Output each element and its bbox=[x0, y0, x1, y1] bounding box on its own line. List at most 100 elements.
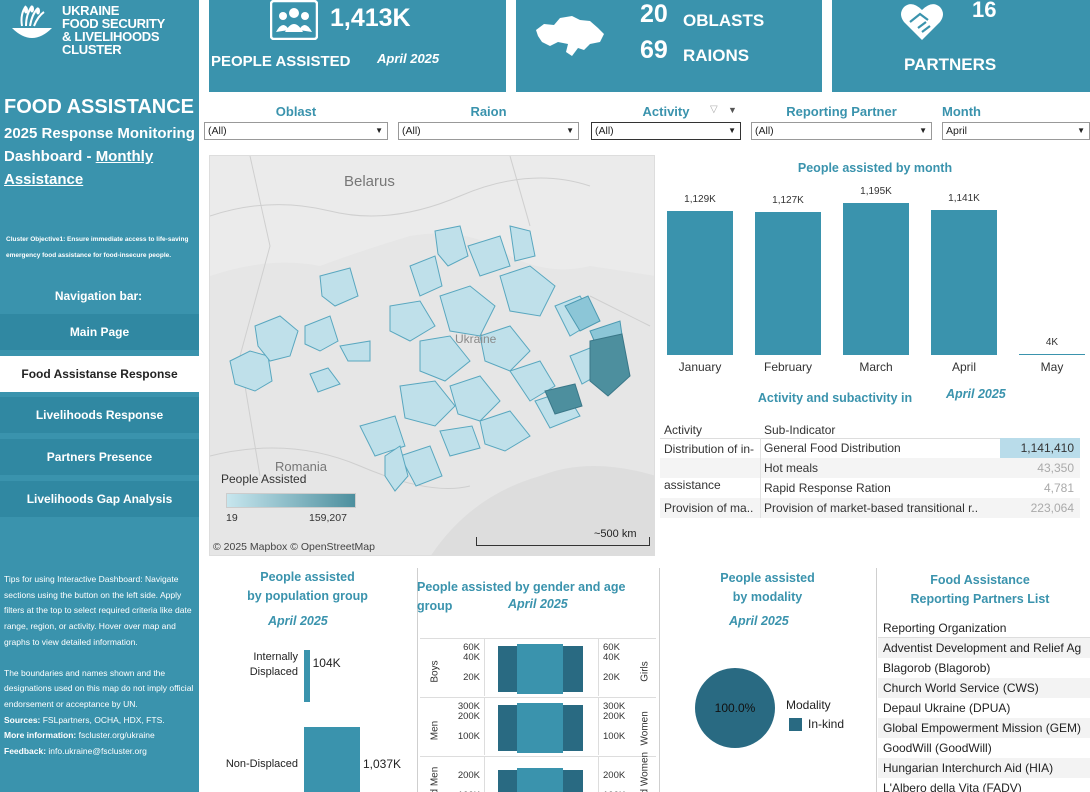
filter-month-select[interactable]: April ▼ bbox=[942, 122, 1090, 140]
population-bar[interactable] bbox=[304, 727, 360, 792]
activity-table-title: Activity and subactivity in bbox=[757, 391, 913, 405]
gender-bar-male[interactable] bbox=[498, 646, 518, 692]
month-bar[interactable] bbox=[1019, 354, 1085, 355]
filter-partner-select[interactable]: (All) ▼ bbox=[751, 122, 932, 140]
logo-line-1: UKRAINE bbox=[62, 3, 120, 18]
month-bar[interactable] bbox=[931, 209, 997, 355]
ukraine-map-icon bbox=[536, 16, 604, 56]
partner-list-item[interactable]: Church World Service (CWS) bbox=[878, 678, 1090, 698]
map-scale-bar bbox=[476, 537, 650, 546]
nav-livelihoods-response[interactable]: Livelihoods Response bbox=[0, 397, 199, 433]
population-bar-value: 1,037K bbox=[363, 757, 402, 771]
sources-label: Sources: bbox=[4, 714, 41, 725]
gender-axis-tick: 100K bbox=[603, 790, 625, 792]
modality-date: April 2025 bbox=[729, 614, 789, 628]
filter-funnel-icon[interactable]: ▽ bbox=[710, 104, 718, 115]
modality-title: People assisted by modality bbox=[690, 569, 845, 607]
more-info-link[interactable]: fscluster.org/ukraine bbox=[76, 730, 155, 741]
gender-bar-female[interactable] bbox=[563, 705, 583, 751]
nav-main-page[interactable]: Main Page bbox=[0, 314, 199, 350]
dropdown-arrow-icon: ▼ bbox=[566, 126, 574, 135]
modality-title-line1: People assisted bbox=[720, 571, 815, 585]
gender-row-divider bbox=[420, 756, 656, 757]
map-attribution: © 2025 Mapbox © OpenStreetMap bbox=[213, 541, 375, 553]
map-legend-gradient bbox=[226, 493, 356, 508]
gender-bar-male[interactable] bbox=[498, 705, 518, 751]
gender-bar-female[interactable] bbox=[563, 646, 583, 692]
gender-bar-center[interactable] bbox=[517, 644, 563, 694]
activity-table-date: April 2025 bbox=[946, 387, 1006, 401]
gender-axis-tick: 300K bbox=[603, 701, 626, 712]
gender-axis-tick: 20K bbox=[603, 672, 620, 683]
logo-line-3: & LIVELIHOODS CLUSTER bbox=[62, 29, 160, 57]
partner-list-item[interactable]: Adventist Development and Relief Ag bbox=[878, 638, 1090, 658]
dropdown-arrow-icon: ▼ bbox=[375, 126, 383, 135]
people-assisted-value: 1,413K bbox=[330, 4, 411, 32]
choropleth-map[interactable]: Belarus Ukraine Romania People Assisted … bbox=[209, 155, 655, 556]
raions-label: RAIONS bbox=[683, 46, 750, 65]
table-subindicator: General Food Distribution bbox=[764, 441, 901, 455]
oblasts-label: OBLASTS bbox=[683, 11, 765, 30]
filter-activity-value: (All) bbox=[595, 125, 614, 137]
table-header-subindicator: Sub-Indicator bbox=[764, 423, 836, 437]
gender-axis-tick: 60K bbox=[463, 642, 480, 653]
gender-left-label: Men bbox=[429, 720, 441, 741]
gender-bar-center[interactable] bbox=[517, 703, 563, 753]
feedback-email[interactable]: info.ukraine@fscluster.org bbox=[46, 746, 147, 757]
map-legend-title: People Assisted bbox=[221, 472, 307, 486]
filter-raion-select[interactable]: (All) ▼ bbox=[398, 122, 579, 140]
gender-bar-male[interactable] bbox=[498, 770, 518, 792]
partner-list-item[interactable]: Blagorob (Blagorob) bbox=[878, 658, 1090, 678]
month-bar-value: 4K bbox=[1045, 337, 1059, 348]
partner-list-item[interactable]: GoodWill (GoodWill) bbox=[878, 738, 1090, 758]
partner-list-item[interactable]: Hungarian Interchurch Aid (HIA) bbox=[878, 758, 1090, 778]
nav-partners-presence[interactable]: Partners Presence bbox=[0, 439, 199, 475]
dropdown-arrow-icon: ▼ bbox=[1077, 126, 1085, 135]
filter-menu-chevron-icon[interactable]: ▼ bbox=[728, 105, 737, 115]
table-row[interactable]: General Food Distribution 1,141,410 bbox=[660, 438, 1080, 458]
dropdown-arrow-icon: ▼ bbox=[728, 126, 736, 135]
filter-partner-label: Reporting Partner bbox=[786, 104, 897, 119]
month-axis-label: February bbox=[763, 360, 813, 374]
modality-pie[interactable] bbox=[695, 668, 775, 748]
month-bar[interactable] bbox=[843, 203, 909, 355]
cluster-logo: UKRAINE FOOD SECURITY & LIVELIHOODS CLUS… bbox=[10, 3, 195, 56]
partner-list-item[interactable]: Global Empowerment Mission (GEM) bbox=[878, 718, 1090, 738]
table-value: 43,350 bbox=[1037, 461, 1074, 475]
population-title-line1: People assisted bbox=[260, 570, 355, 584]
filter-oblast-select[interactable]: (All) ▼ bbox=[204, 122, 388, 140]
population-bar[interactable] bbox=[304, 650, 310, 702]
month-bar[interactable] bbox=[755, 211, 821, 355]
partner-list-item[interactable]: Depaul Ukraine (DPUA) bbox=[878, 698, 1090, 718]
table-row[interactable]: Rapid Response Ration 4,781 bbox=[660, 478, 1080, 498]
filter-activity-select[interactable]: (All) ▼ bbox=[591, 122, 741, 140]
table-value: 1,141,410 bbox=[1000, 438, 1080, 458]
gender-axis-tick: 100K bbox=[446, 790, 480, 792]
map-canvas[interactable]: Belarus Ukraine Romania bbox=[210, 156, 655, 556]
gender-right-label: Girls bbox=[639, 661, 651, 682]
gender-axis-tick: 300K bbox=[457, 701, 480, 712]
monthly-link[interactable]: Monthly bbox=[95, 148, 154, 165]
gender-row-divider bbox=[420, 697, 656, 698]
filter-activity-label: Activity bbox=[642, 104, 690, 119]
table-row[interactable]: Provision of ma.. Provision of market-ba… bbox=[660, 498, 1080, 518]
gender-bar-center[interactable] bbox=[517, 768, 563, 792]
month-bar[interactable] bbox=[667, 211, 733, 355]
wheat-bowl-icon bbox=[12, 5, 52, 38]
filter-month-value: April bbox=[946, 125, 968, 137]
filter-oblast-label: Oblast bbox=[275, 104, 317, 119]
sources-text: FSLpartners, OCHA, HDX, FTS. bbox=[40, 714, 165, 725]
assistance-link[interactable]: Assistance bbox=[4, 171, 84, 188]
nav-livelihoods-gap[interactable]: Livelihoods Gap Analysis bbox=[0, 481, 199, 517]
tips-text: Tips for using Interactive Dashboard: Na… bbox=[4, 574, 192, 647]
table-row[interactable]: Hot meals 43,350 bbox=[660, 458, 1080, 478]
partner-list-item[interactable]: L'Albero della Vita (FADV) bbox=[878, 778, 1090, 792]
gender-axis-tick: 200K bbox=[603, 770, 626, 781]
modality-legend-item: In-kind bbox=[808, 717, 845, 731]
map-label-ukraine: Ukraine bbox=[455, 332, 497, 346]
partners-value: 16 bbox=[972, 0, 997, 22]
gender-bar-female[interactable] bbox=[563, 770, 583, 792]
filter-partner-value: (All) bbox=[755, 125, 774, 137]
oblasts-value: 20 bbox=[640, 0, 668, 28]
nav-food-assistance[interactable]: Food Assistanse Response bbox=[0, 356, 199, 392]
